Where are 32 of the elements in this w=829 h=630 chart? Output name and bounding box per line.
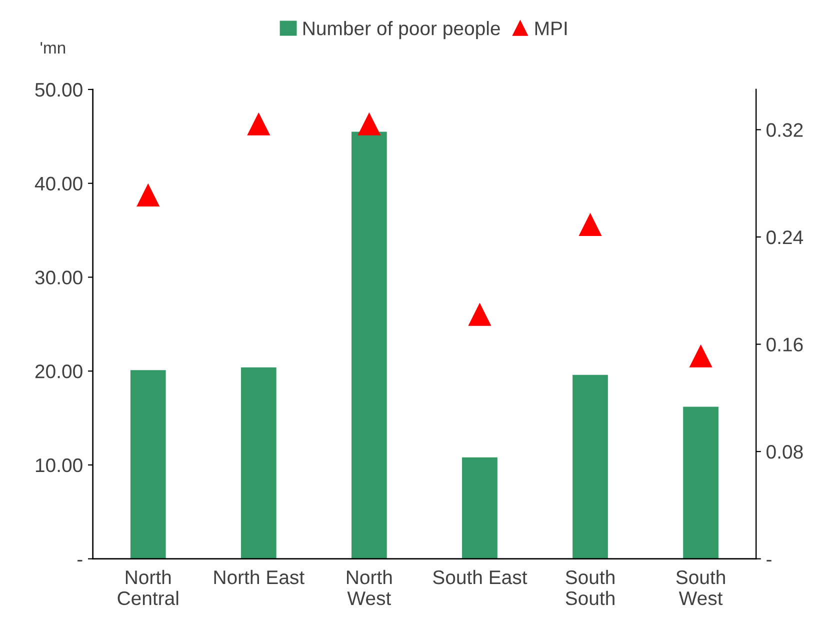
y-tick-label: - [78,560,82,562]
point [468,304,491,326]
bar [351,132,387,559]
bar [462,457,498,559]
text: 'mn [40,42,66,54]
y2-tick-label: 0.16 [766,338,803,352]
legend-label: MPI [535,22,567,36]
point [248,113,270,136]
x-tick-label: North East [214,570,304,584]
bar [572,374,608,559]
point [690,345,712,368]
y-tick-label: 30.00 [35,270,82,284]
bar [683,406,718,559]
y-tick-label: 10.00 [36,458,82,472]
point [579,214,602,236]
x-tick-label: North Central [118,570,178,606]
y-tick-label: 50.00 [35,82,82,97]
y-tick-label: 20.00 [35,364,82,378]
point [137,184,160,207]
y-tick-label: 40.00 [34,176,82,191]
y2-tick-label: - [766,560,772,562]
x-tick-label: North West [347,570,392,606]
y2-tick-label: 0.32 [766,123,803,137]
x-tick-label: South West [676,570,725,606]
x-tick-label: South East [433,570,528,584]
y2-tick-label: 0.24 [766,230,804,244]
bar [130,370,166,559]
bar [240,367,276,559]
legend-label: Number of poor people [303,20,500,40]
y2-tick-label: 0.08 [766,445,803,459]
point [358,113,380,136]
x-tick-label: South South [566,570,614,606]
